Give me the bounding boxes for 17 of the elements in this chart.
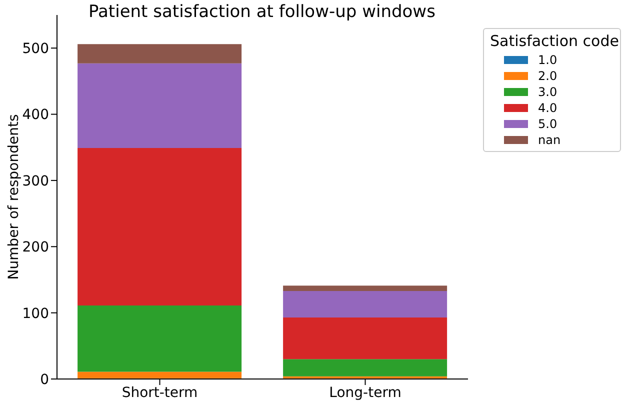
y-tick-label: 300	[22, 173, 49, 190]
legend-label: 2.0	[538, 69, 558, 83]
legend-label: 4.0	[538, 101, 558, 115]
x-tick-label: Long-term	[329, 384, 402, 401]
legend-title: Satisfaction code	[490, 32, 619, 50]
legend-label: nan	[538, 133, 561, 147]
legend-label: 3.0	[538, 85, 558, 99]
x-tick-label: Short-term	[122, 384, 198, 401]
y-axis-title: Number of respondents	[6, 114, 22, 280]
y-tick-label: 0	[40, 372, 49, 388]
legend-label: 1.0	[538, 53, 558, 67]
y-tick-label: 500	[22, 41, 49, 58]
chart-title: Patient satisfaction at follow-up windows	[88, 2, 436, 22]
y-tick-label: 400	[22, 107, 49, 124]
legend-label: 5.0	[538, 117, 558, 131]
y-tick-label: 100	[22, 306, 49, 322]
y-tick-label: 200	[22, 240, 49, 256]
